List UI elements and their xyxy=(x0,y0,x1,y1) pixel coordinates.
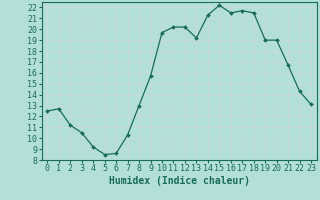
X-axis label: Humidex (Indice chaleur): Humidex (Indice chaleur) xyxy=(109,176,250,186)
